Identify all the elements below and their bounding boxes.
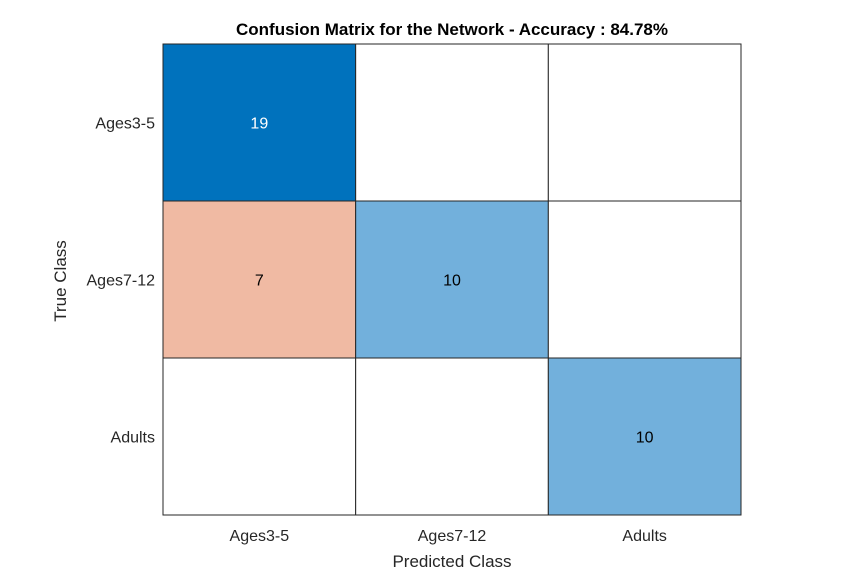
cell-value-adults-adults: 10 [636,430,654,447]
cell-value-ages7-12-ages3-5: 7 [255,273,264,290]
matrix-cell-ages3-5-adults [547,43,742,202]
y-tick-labels: Ages3-5 Ages7-12 Adults [87,116,156,447]
cell-value-ages7-12-ages7-12: 10 [443,273,461,290]
x-axis-label: Predicted Class [392,552,511,571]
y-tick-label-ages3-5: Ages3-5 [95,116,155,133]
matrix-cells: 19 7 10 10 [162,43,742,516]
chart-title: Confusion Matrix for the Network - Accur… [236,20,668,39]
matrix-cell-ages3-5-ages3-5 [162,43,357,202]
matrix-cell-adults-adults [547,357,742,516]
x-tick-label-ages3-5: Ages3-5 [230,528,290,545]
matrix-cell-ages7-12-ages3-5 [162,200,357,359]
x-tick-label-ages7-12: Ages7-12 [418,528,487,545]
y-tick-label-ages7-12: Ages7-12 [87,273,156,290]
cell-value-ages3-5-ages3-5: 19 [250,116,268,133]
x-tick-labels: Ages3-5 Ages7-12 Adults [230,528,667,545]
matrix-cell-adults-ages7-12 [355,357,549,516]
matrix-cell-ages7-12-adults [547,200,742,359]
matrix-cell-ages7-12-ages7-12 [355,200,549,359]
y-tick-label-adults: Adults [111,430,155,447]
matrix-cell-ages3-5-ages7-12 [355,43,549,202]
matrix-cell-adults-ages3-5 [162,357,357,516]
x-tick-label-adults: Adults [622,528,666,545]
y-axis-label: True Class [51,240,70,322]
